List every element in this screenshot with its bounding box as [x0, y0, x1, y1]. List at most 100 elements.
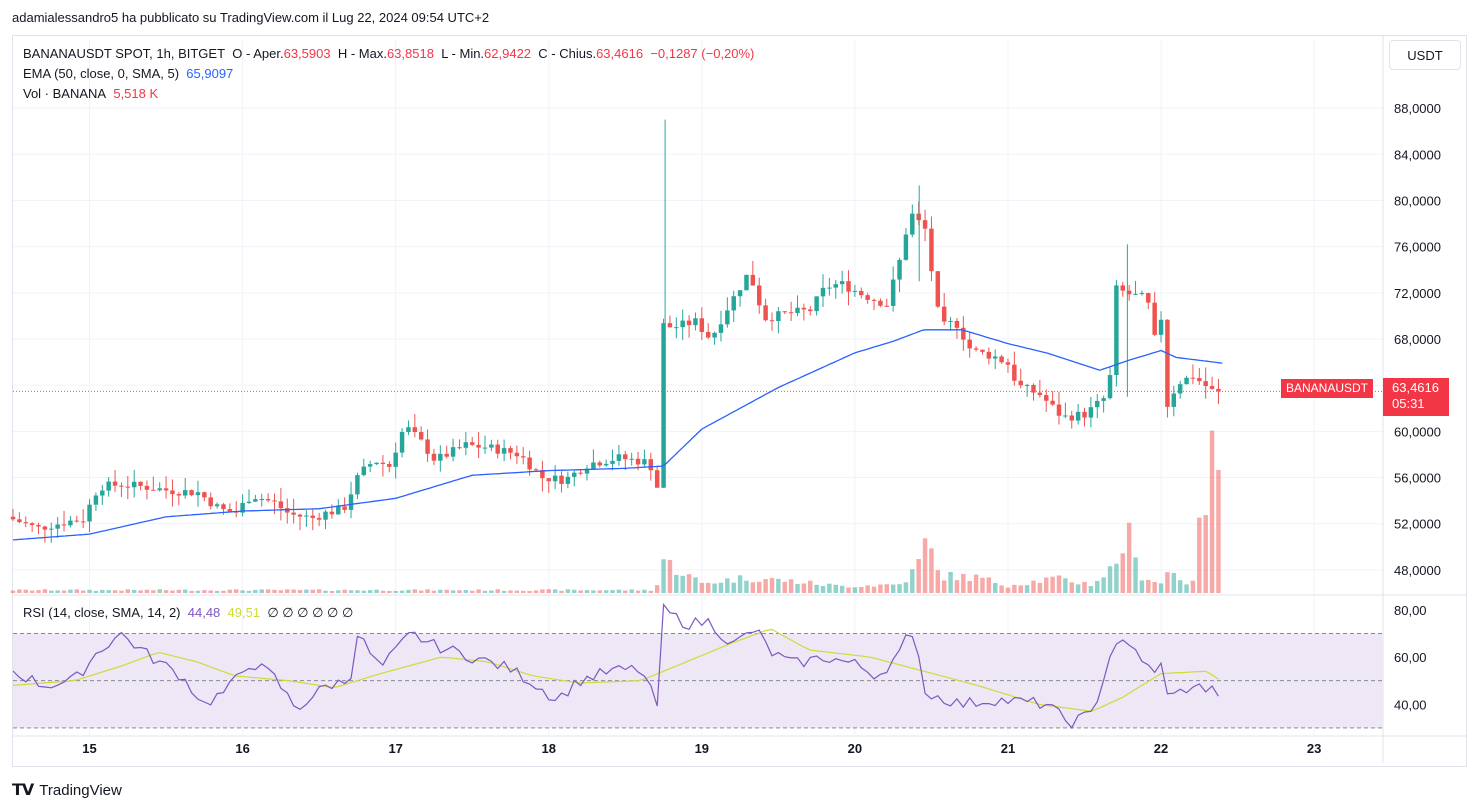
candle-body — [438, 453, 443, 461]
candle-body — [501, 448, 507, 454]
volume-bar — [285, 589, 290, 593]
candle-body — [992, 356, 998, 359]
candle-body — [49, 528, 54, 530]
candle-body — [29, 523, 35, 525]
volume-bar — [469, 590, 475, 593]
candle-body — [112, 481, 118, 486]
candle-body — [814, 296, 819, 312]
legend-symbol[interactable]: BANANAUSDT SPOT, 1h, BITGET — [23, 46, 226, 61]
volume-bar — [1005, 587, 1011, 593]
candle-body — [642, 459, 647, 465]
candle-body — [278, 501, 284, 509]
volume-bar — [1152, 582, 1157, 593]
candle-body — [182, 490, 188, 496]
candle-body — [559, 475, 564, 484]
y-tick-label: 68,0000 — [1394, 332, 1441, 347]
rsi-tick-label: 40,00 — [1394, 697, 1427, 712]
volume-bar — [1203, 515, 1208, 593]
volume-bar — [182, 589, 188, 593]
volume-bar — [42, 589, 48, 593]
volume-bar — [1126, 522, 1132, 593]
candle-body — [1063, 415, 1068, 417]
volume-bar — [527, 590, 532, 593]
volume-bar — [246, 590, 252, 593]
volume-bar — [705, 582, 711, 593]
legend-close-value: 63,4616 — [596, 46, 644, 61]
candle-body — [1152, 302, 1157, 335]
candle-body — [878, 300, 883, 306]
volume-label[interactable]: Vol · BANANA — [23, 86, 107, 101]
candle-body — [361, 466, 367, 476]
candle-body — [1012, 364, 1017, 381]
volume-bar — [1044, 577, 1049, 593]
candle-body — [285, 508, 290, 513]
candle-body — [801, 307, 807, 310]
volume-bar — [68, 589, 73, 593]
volume-bar — [648, 590, 654, 593]
volume-bar — [1031, 580, 1036, 593]
candle-body — [1126, 290, 1132, 295]
volume-bar — [80, 590, 86, 593]
volume-bar — [342, 589, 347, 593]
candle-body — [444, 453, 449, 457]
volume-bar — [1088, 586, 1094, 593]
volume-bar — [584, 590, 590, 593]
candle-body — [890, 279, 896, 306]
volume-bar — [151, 590, 156, 593]
legend-high-label: H - Max. — [337, 46, 387, 61]
volume-bar — [967, 581, 972, 593]
volume-bar — [1018, 585, 1023, 593]
ema-label[interactable]: EMA (50, close, 0, SMA, 5) — [23, 66, 180, 81]
volume-bar — [208, 590, 213, 593]
volume-bar — [189, 590, 194, 593]
candle-body — [623, 454, 628, 460]
candle-body — [246, 501, 252, 503]
last-price-tag: 63,4616 05:31 — [1383, 378, 1449, 416]
candle-body — [55, 524, 60, 529]
volume-bar — [438, 589, 443, 593]
candle-body — [1069, 415, 1074, 421]
candle-body — [476, 444, 481, 448]
volume-bar — [686, 574, 692, 593]
currency-unit-button[interactable]: USDT — [1389, 40, 1461, 70]
candle-body — [871, 299, 877, 301]
candle-body — [827, 287, 832, 289]
candle-body — [393, 452, 398, 467]
candle-body — [457, 447, 462, 449]
volume-bar — [329, 590, 335, 593]
volume-bar — [233, 589, 239, 593]
candle-body — [1107, 375, 1113, 399]
volume-bar — [106, 590, 111, 593]
candle-body — [967, 339, 972, 349]
candle-body — [1158, 319, 1164, 335]
candle-body — [572, 472, 577, 477]
volume-bar — [839, 585, 845, 593]
footer-branding[interactable]: 𝗧𝗩 TradingView — [12, 780, 122, 800]
volume-bar — [756, 581, 762, 593]
volume-bar — [540, 589, 545, 593]
volume-bar — [948, 571, 953, 593]
volume-bar — [680, 575, 685, 593]
legend-low-label: L - Min. — [441, 46, 485, 61]
candle-body — [23, 522, 28, 524]
legend-high-value: 63,8518 — [386, 46, 434, 61]
volume-bar — [1133, 557, 1138, 593]
y-tick-label: 72,0000 — [1394, 286, 1441, 301]
volume-bar — [495, 589, 500, 593]
volume-bar — [1024, 585, 1030, 593]
candle-body — [782, 311, 787, 313]
candle-body — [597, 462, 603, 466]
candle-body — [1120, 285, 1126, 291]
rsi-ma-value: 49,51 — [227, 605, 261, 620]
publish-info: adamialessandro5 ha pubblicato su Tradin… — [12, 10, 490, 25]
rsi-tick-label: 80,00 — [1394, 603, 1427, 618]
candle-body — [603, 463, 609, 466]
x-tick-label: 20 — [848, 741, 862, 756]
candle-body — [521, 456, 526, 458]
volume-bar — [49, 590, 54, 593]
rsi-line — [12, 602, 1219, 729]
candle-body — [1095, 400, 1100, 408]
candle-body — [61, 524, 67, 526]
rsi-label[interactable]: RSI (14, close, SMA, 14, 2) — [23, 605, 181, 620]
